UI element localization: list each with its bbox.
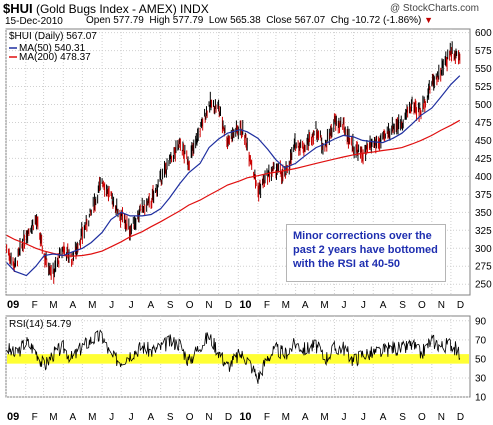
price-y-tick-label: 250 <box>475 280 492 291</box>
price-x-tick-label: N <box>205 300 212 311</box>
chart-title: $HUI (Gold Bugs Index - AMEX) INDX <box>3 2 209 15</box>
price-y-tick-label: 275 <box>475 262 492 273</box>
change-value: -10.72 (-1.86%) <box>351 15 422 26</box>
rsi-x-tick-label: O <box>418 412 426 423</box>
price-y-tick-label: 425 <box>475 154 492 165</box>
ticker-symbol: $HUI <box>3 1 33 16</box>
quote-summary: Open 577.79 High 577.79 Low 565.38 Close… <box>86 16 433 26</box>
legend-ma50: MA(50) 540.31 <box>19 43 86 54</box>
rsi-x-tick-label: O <box>186 412 194 423</box>
price-y-tick-label: 575 <box>475 46 492 57</box>
price-x-tick-label: F <box>32 300 38 311</box>
rsi-y-tick-label: 90 <box>475 316 487 327</box>
price-x-tick-label: M <box>320 300 328 311</box>
rsi-x-tick-label: 10 <box>239 411 251 423</box>
rsi-line <box>6 329 461 384</box>
open-value: 577.79 <box>113 15 144 26</box>
price-x-tick-label: D <box>225 300 232 311</box>
price-x-tick-label: S <box>399 300 406 311</box>
rsi-y-tick-label: 50 <box>475 354 487 365</box>
change-label: Chg <box>330 15 350 26</box>
rsi-x-tick-label: S <box>399 412 406 423</box>
stockcharts-watermark: @ StockCharts.com <box>389 3 479 14</box>
rsi-x-tick-label: S <box>167 412 174 423</box>
ma200-line <box>6 119 461 257</box>
down-arrow-icon: ▼ <box>424 15 434 25</box>
rsi-x-tick-label: M <box>282 412 290 423</box>
price-x-tick-label: N <box>438 300 445 311</box>
price-x-tick-label: D <box>457 300 464 311</box>
low-value: 565.38 <box>230 15 261 26</box>
price-y-tick-label: 525 <box>475 82 492 93</box>
high-value: 577.79 <box>172 15 204 26</box>
ma50-line <box>6 75 461 277</box>
price-x-tick-label: J <box>109 300 114 311</box>
price-y-tick-label: 475 <box>475 118 492 129</box>
rsi-band <box>7 354 469 364</box>
rsi-x-tick-label: J <box>361 412 366 423</box>
rsi-x-tick-label: D <box>457 412 464 423</box>
rsi-x-tick-label: D <box>225 412 232 423</box>
low-label: Low <box>208 15 228 26</box>
price-x-tick-label: J <box>361 300 366 311</box>
quote-date: 15-Dec-2010 <box>5 16 63 27</box>
price-x-tick-label: A <box>302 300 309 311</box>
price-x-tick-label: J <box>129 300 134 311</box>
rsi-x-tick-label: A <box>302 412 309 423</box>
rsi-x-tick-label: F <box>264 412 270 423</box>
rsi-x-tick-label: M <box>49 412 57 423</box>
price-x-tick-label: A <box>147 300 154 311</box>
rsi-x-tick-label: N <box>205 412 212 423</box>
price-x-tick-label: A <box>69 300 76 311</box>
rsi-x-tick-label: A <box>147 412 154 423</box>
open-label: Open <box>86 15 111 26</box>
legend-rsi: RSI(14) 54.79 <box>9 319 72 330</box>
rsi-x-tick-label: N <box>438 412 445 423</box>
rsi-x-tick-label: A <box>69 412 76 423</box>
price-y-tick-label: 350 <box>475 208 492 219</box>
price-y-tick-label: 550 <box>475 64 492 75</box>
close-label: Close <box>266 15 292 26</box>
rsi-x-tick-label: M <box>320 412 328 423</box>
rsi-x-tick-label: M <box>88 412 96 423</box>
ticker-description: (Gold Bugs Index - AMEX) INDX <box>35 2 209 16</box>
rsi-x-tick-label: A <box>380 412 387 423</box>
rsi-y-tick-label: 70 <box>475 335 487 346</box>
price-x-tick-label: S <box>167 300 174 311</box>
legend-price: $HUI (Daily) 567.07 <box>9 31 97 42</box>
rsi-y-tick-label: 10 <box>475 393 487 404</box>
price-x-tick-label: M <box>282 300 290 311</box>
price-y-tick-label: 500 <box>475 100 492 111</box>
close-value: 567.07 <box>294 15 326 26</box>
high-label: High <box>149 15 170 26</box>
rsi-x-tick-label: F <box>32 412 38 423</box>
price-y-tick-label: 300 <box>475 244 492 255</box>
rsi-x-tick-label: J <box>341 412 346 423</box>
price-x-tick-label: O <box>186 300 194 311</box>
rsi-x-tick-label: J <box>109 412 114 423</box>
price-x-tick-label: 09 <box>7 299 19 311</box>
price-x-tick-label: A <box>380 300 387 311</box>
price-x-tick-label: O <box>418 300 426 311</box>
price-x-tick-label: 10 <box>239 299 251 311</box>
rsi-x-tick-label: 09 <box>7 411 19 423</box>
price-x-tick-label: M <box>88 300 96 311</box>
price-x-tick-label: J <box>341 300 346 311</box>
rsi-x-tick-label: J <box>129 412 134 423</box>
legend-ma200: MA(200) 478.37 <box>19 52 91 63</box>
price-y-tick-label: 375 <box>475 190 492 201</box>
price-y-tick-label: 400 <box>475 172 492 183</box>
annotation-box: Minor corrections over the past 2 years … <box>286 224 446 282</box>
price-y-tick-label: 325 <box>475 226 492 237</box>
price-x-tick-label: M <box>49 300 57 311</box>
price-y-tick-label: 600 <box>475 28 492 39</box>
rsi-y-tick-label: 30 <box>475 373 487 384</box>
price-x-tick-label: F <box>264 300 270 311</box>
price-y-tick-label: 450 <box>475 136 492 147</box>
